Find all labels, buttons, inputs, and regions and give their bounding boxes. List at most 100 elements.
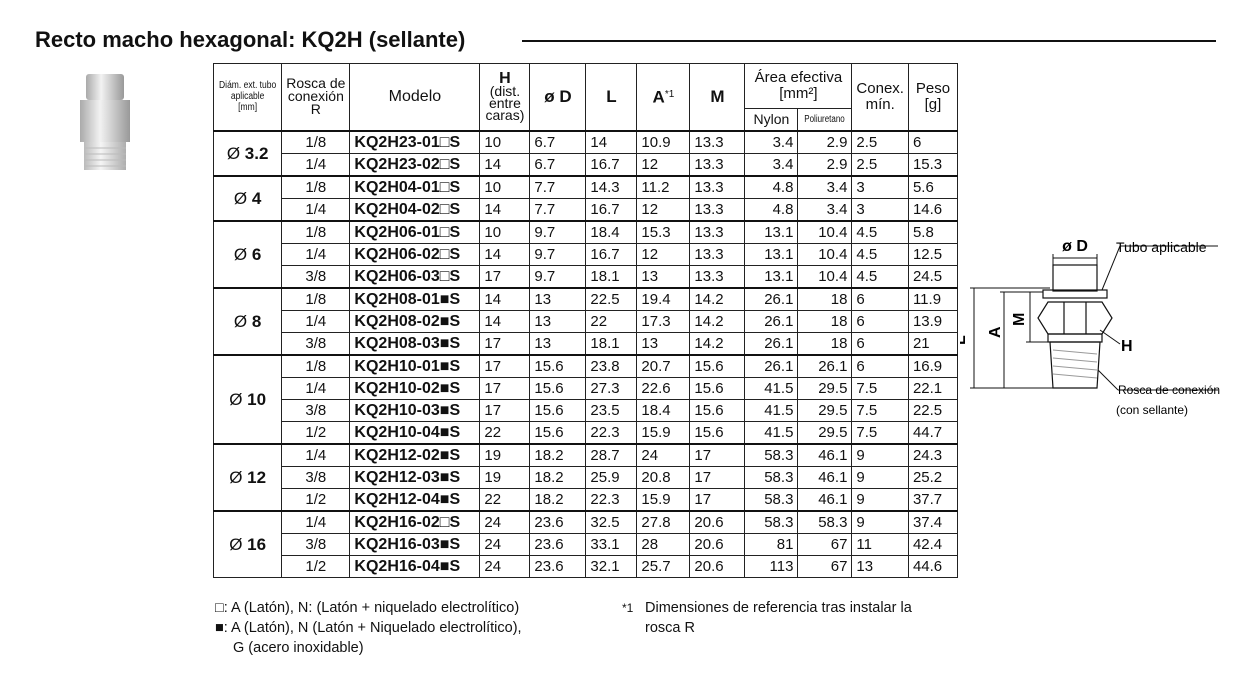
cell: 9.7: [529, 264, 587, 288]
size: 3.2: [244, 143, 269, 163]
cell: 9: [851, 465, 909, 489]
cell: 16.7: [585, 197, 638, 221]
cell: 13.3: [689, 219, 746, 244]
cell: 14: [585, 129, 638, 154]
cell: 6: [851, 309, 909, 333]
diameter-symbol: Ø: [233, 311, 248, 331]
cell: 3.4: [797, 197, 853, 221]
cell: 18.2: [529, 487, 587, 511]
cell: 18.2: [529, 442, 587, 467]
cell: KQ2H06-03□S: [349, 264, 481, 288]
size-cell: Ø 10: [212, 353, 283, 444]
header: Modelo: [349, 63, 481, 131]
cell: 22.3: [585, 420, 638, 444]
table-row: 1/4 KQ2H10-02■S 17 15.6 27.3 22.6 15.6 41.5 29.5…: [214, 376, 958, 400]
cell: 22.6: [636, 376, 691, 400]
cell: 17: [479, 264, 531, 288]
cell: 1/8: [281, 219, 351, 244]
header: A: [652, 88, 665, 108]
cell: 23.8: [585, 353, 638, 378]
cell: 6.7: [529, 152, 587, 176]
cell: 19: [479, 442, 531, 467]
dim-label: A: [987, 326, 1004, 338]
cell: 14: [479, 152, 531, 176]
size-cell: Ø 16: [212, 509, 283, 578]
cell: 13: [529, 309, 587, 333]
header: [g]: [924, 95, 942, 113]
header: Rosca de: [286, 75, 346, 92]
cell: 1/8: [281, 174, 351, 199]
header: Diám. ext. tubo: [219, 80, 277, 92]
title-rule: [522, 40, 1216, 42]
cell: 7.5: [851, 398, 909, 422]
cell: 26.1: [744, 309, 799, 333]
cell: 23.6: [529, 554, 587, 578]
cell: 14: [479, 242, 531, 266]
cell: 7.7: [529, 174, 587, 199]
cell: 18: [797, 286, 853, 311]
header: Peso: [915, 79, 951, 97]
cell: 46.1: [797, 442, 853, 467]
cell: 33.1: [585, 532, 638, 556]
cell: KQ2H06-02□S: [349, 242, 481, 266]
cell: 67: [797, 554, 853, 578]
cell: 42.4: [907, 532, 958, 556]
cell: KQ2H23-01□S: [349, 129, 481, 154]
cell: KQ2H08-01■S: [349, 286, 481, 311]
cell: 15.6: [689, 376, 746, 400]
cell: 15.9: [636, 420, 691, 444]
cell: 16.7: [585, 242, 638, 266]
cell: 18.4: [636, 398, 691, 422]
dim-label: H: [1121, 338, 1133, 355]
cell: KQ2H06-01□S: [349, 219, 481, 244]
size-cell: Ø 3.2: [212, 129, 283, 176]
size-cell: Ø 8: [212, 286, 283, 355]
product-image: [80, 74, 130, 170]
diameter-symbol: Ø: [233, 188, 248, 208]
cell: 26.1: [744, 331, 799, 355]
cell: 113: [744, 554, 799, 578]
cell: 17: [479, 353, 531, 378]
cell: 41.5: [744, 420, 799, 444]
cell: 15.6: [529, 420, 587, 444]
cell: KQ2H10-04■S: [349, 420, 481, 444]
cell: 13.3: [689, 152, 746, 176]
cell: 7.5: [851, 420, 909, 444]
cell: 25.2: [907, 465, 958, 489]
cell: 10: [479, 129, 531, 154]
cell: 58.3: [744, 465, 799, 489]
cell: 1/4: [281, 242, 351, 266]
cell: 13.3: [689, 242, 746, 266]
cell: 26.1: [744, 353, 799, 378]
header: ø D: [529, 63, 587, 131]
cell: 6: [851, 331, 909, 355]
cell: 14: [479, 197, 531, 221]
cell: 17: [689, 442, 746, 467]
cell: 15.9: [636, 487, 691, 511]
table-row: Ø 4 1/8 KQ2H04-01□S 10 7.7 14.3 11.2 13.3 4.8 3.4…: [212, 174, 958, 221]
cell: 23.6: [529, 509, 587, 534]
cell: 44.7: [907, 420, 958, 444]
cell: 81: [744, 532, 799, 556]
cell: 10: [479, 174, 531, 199]
cell: 25.7: [636, 554, 691, 578]
cell: 15.6: [529, 353, 587, 378]
note-mark: *1: [622, 601, 634, 615]
table-row: 1/4 KQ2H04-02□S 14 7.7 16.7 12 13.3 4.8 3.4 3 14.6: [214, 197, 958, 221]
cell: 18.4: [585, 219, 638, 244]
table-row: 3/8 KQ2H12-03■S 19 18.2 25.9 20.8 17 58.3 46.1 9 2…: [214, 465, 958, 489]
cell: 32.1: [585, 554, 638, 578]
cell: 1/8: [281, 286, 351, 311]
cell: 41.5: [744, 376, 799, 400]
cell: KQ2H10-02■S: [349, 376, 481, 400]
diameter-symbol: Ø: [229, 467, 243, 487]
header: [mm²]: [779, 85, 818, 102]
size: 10: [247, 389, 267, 409]
cell: 20.7: [636, 353, 691, 378]
table-row: 1/4 KQ2H08-02■S 14 13 22 17.3 14.2 26.1 18 6 13.9: [214, 309, 958, 333]
cell: KQ2H10-01■S: [349, 353, 481, 378]
cell: KQ2H04-02□S: [349, 197, 481, 221]
cell: 13.3: [689, 129, 746, 154]
cell: 15.3: [907, 152, 958, 176]
cell: 1/4: [281, 376, 351, 400]
